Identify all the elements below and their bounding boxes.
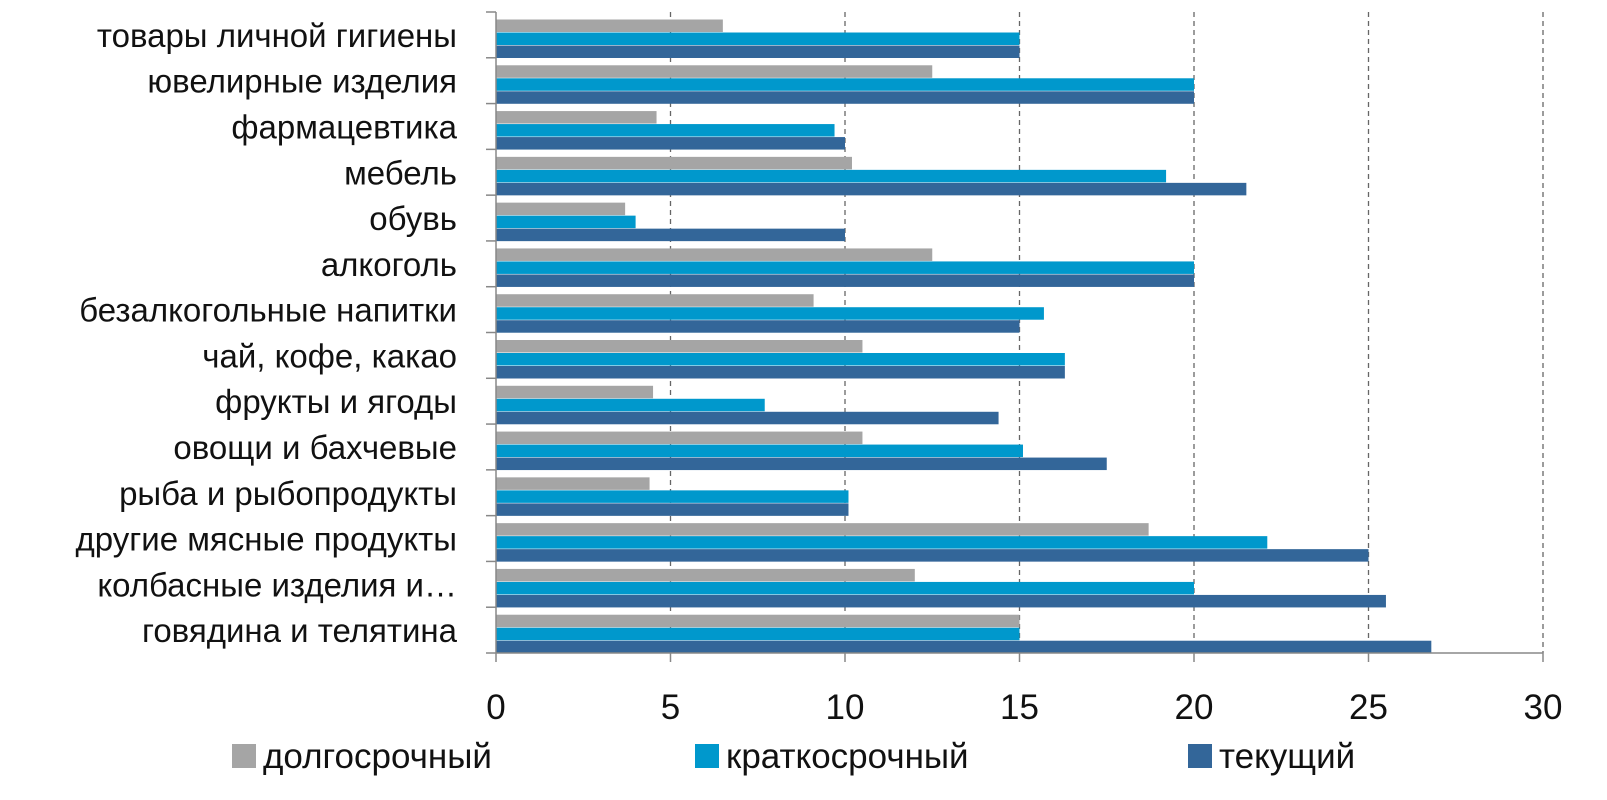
bar-long-term [496, 568, 915, 582]
category-label: рыба и рыбопродукты [119, 475, 457, 512]
legend-swatch [1188, 744, 1212, 768]
bar-short-term [496, 215, 636, 229]
category-label: колбасные изделия и… [97, 566, 457, 603]
bar-current [496, 137, 845, 150]
bar-short-term [496, 398, 765, 412]
legend-label: краткосрочный [726, 737, 969, 776]
bar-long-term [496, 294, 814, 307]
bar-current [496, 228, 845, 242]
bar-current [496, 274, 1194, 287]
legend-swatch [695, 744, 719, 768]
bar-current [496, 549, 1369, 562]
x-tick-label: 25 [1349, 688, 1388, 727]
bar-short-term [496, 627, 1020, 641]
legend-label: текущий [1219, 737, 1355, 776]
bar-short-term [496, 124, 835, 137]
bar-current [496, 366, 1065, 379]
bar-current [496, 640, 1432, 654]
bar-current [496, 457, 1107, 471]
category-label: мебель [344, 154, 457, 191]
axis-layer [486, 11, 1544, 662]
bar-current [496, 45, 1020, 58]
bar-long-term [496, 65, 933, 78]
bar-short-term [496, 444, 1023, 458]
x-tick-label: 5 [661, 688, 680, 727]
x-tick-label: 0 [486, 688, 505, 727]
category-label: говядина и телятина [142, 612, 458, 649]
bar-short-term [496, 581, 1194, 595]
category-label: овощи и бахчевые [173, 429, 457, 466]
bar-short-term [496, 32, 1020, 45]
bar-short-term [496, 490, 849, 503]
bar-short-term [496, 353, 1065, 366]
bar-current [496, 411, 999, 425]
category-label: другие мясные продукты [76, 521, 458, 558]
category-label: фрукты и ягоды [215, 383, 457, 420]
bars-layer [496, 19, 1432, 654]
x-tick-label: 10 [826, 688, 865, 727]
bar-current [496, 320, 1020, 333]
category-label: безалкогольные напитки [79, 292, 457, 329]
bar-long-term [496, 614, 1020, 628]
bar-long-term [496, 111, 657, 124]
category-label: алкоголь [321, 246, 457, 283]
labels-layer: товары личной гигиены ювелирные изделия фа… [76, 17, 1563, 727]
bar-long-term [496, 248, 933, 261]
bar-long-term [496, 156, 852, 170]
bar-long-term [496, 431, 863, 445]
bar-short-term [496, 536, 1268, 549]
bar-short-term [496, 169, 1167, 183]
bar-current [496, 594, 1386, 608]
bar-long-term [496, 477, 650, 490]
category-label: фармацевтика [231, 108, 457, 145]
x-tick-label: 30 [1524, 688, 1563, 727]
bar-short-term [496, 261, 1194, 274]
category-label: товары личной гигиены [97, 17, 457, 54]
bar-current [496, 91, 1194, 104]
bar-long-term [496, 340, 863, 353]
legend: долгосрочный краткосрочный текущий [232, 737, 1355, 776]
x-tick-label: 20 [1175, 688, 1214, 727]
category-label: чай, кофе, какао [202, 337, 457, 374]
bar-long-term [496, 19, 723, 32]
x-tick-label: 15 [1000, 688, 1039, 727]
bar-current [496, 503, 849, 516]
category-label: ювелирные изделия [147, 63, 457, 100]
bar-current [496, 182, 1247, 196]
legend-swatch [232, 744, 256, 768]
bar-long-term [496, 202, 626, 216]
bar-short-term [496, 78, 1194, 91]
bar-long-term [496, 385, 654, 399]
category-label: обувь [369, 200, 457, 237]
legend-label: долгосрочный [263, 737, 492, 776]
bar-short-term [496, 307, 1044, 320]
bar-long-term [496, 523, 1149, 536]
